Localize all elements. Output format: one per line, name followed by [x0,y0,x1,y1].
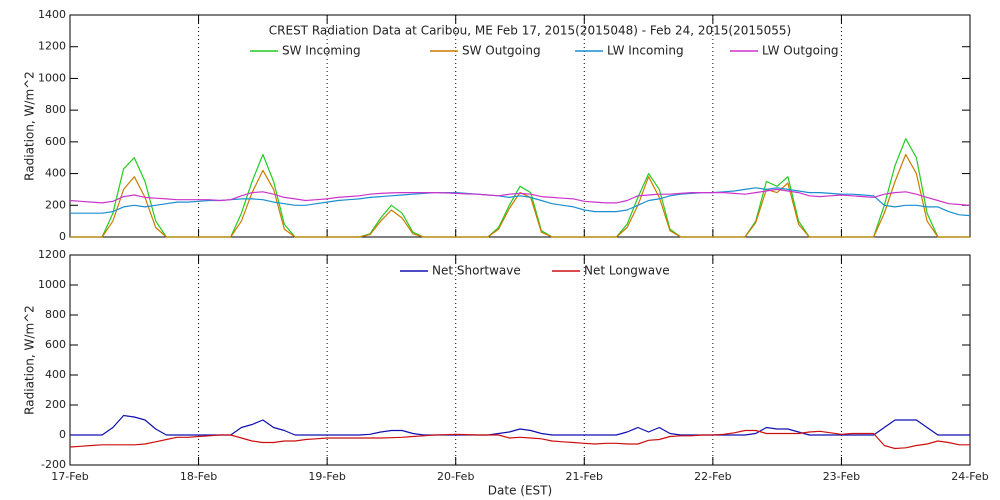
y-tick-label: 800 [45,103,66,116]
legend-label: LW Outgoing [762,44,839,58]
y-tick-label: 0 [59,428,66,441]
series-line [69,429,970,450]
x-tick-label: 20-Feb [437,470,474,483]
x-tick-label: 21-Feb [566,470,603,483]
legend-label: LW Incoming [607,44,684,58]
y-tick-label: 1000 [38,278,66,291]
legend-label: SW Incoming [282,44,361,58]
y-tick-label: 400 [45,167,66,180]
legend-label: SW Outgoing [462,44,541,58]
y-tick-label: 0 [59,230,66,243]
y-tick-label: 200 [45,398,66,411]
plot-frame [69,14,971,238]
y-tick-label: -200 [41,458,66,471]
x-axis-label: Date (EST) [488,484,552,498]
y-tick-label: 1400 [38,8,66,21]
series-line [70,153,970,238]
x-tick-label: 17-Feb [51,470,88,483]
chart-title: CREST Radiation Data at Caribou, ME Feb … [269,24,791,38]
series-line [70,138,970,238]
y-tick-label: 600 [45,338,66,351]
y-axis-label: Radiation, W/m^2 [23,305,37,415]
y-tick-label: 1200 [38,40,66,53]
y-tick-label: 1200 [38,248,66,261]
series-line [70,414,970,436]
x-tick-label: 18-Feb [180,470,217,483]
series-line [70,187,971,217]
x-tick-label: 22-Feb [694,470,731,483]
y-tick-label: 1000 [38,71,66,84]
y-axis-label: Radiation, W/m^2 [23,71,37,181]
y-tick-label: 200 [45,198,66,211]
legend-label: Net Longwave [584,264,670,278]
y-tick-label: 600 [45,135,66,148]
legend-label: Net Shortwave [432,264,521,278]
y-tick-label: 800 [45,308,66,321]
x-tick-label: 24-Feb [951,470,988,483]
series-line [69,188,971,206]
x-tick-label: 23-Feb [823,470,860,483]
x-tick-label: 19-Feb [308,470,345,483]
y-tick-label: 400 [45,368,66,381]
